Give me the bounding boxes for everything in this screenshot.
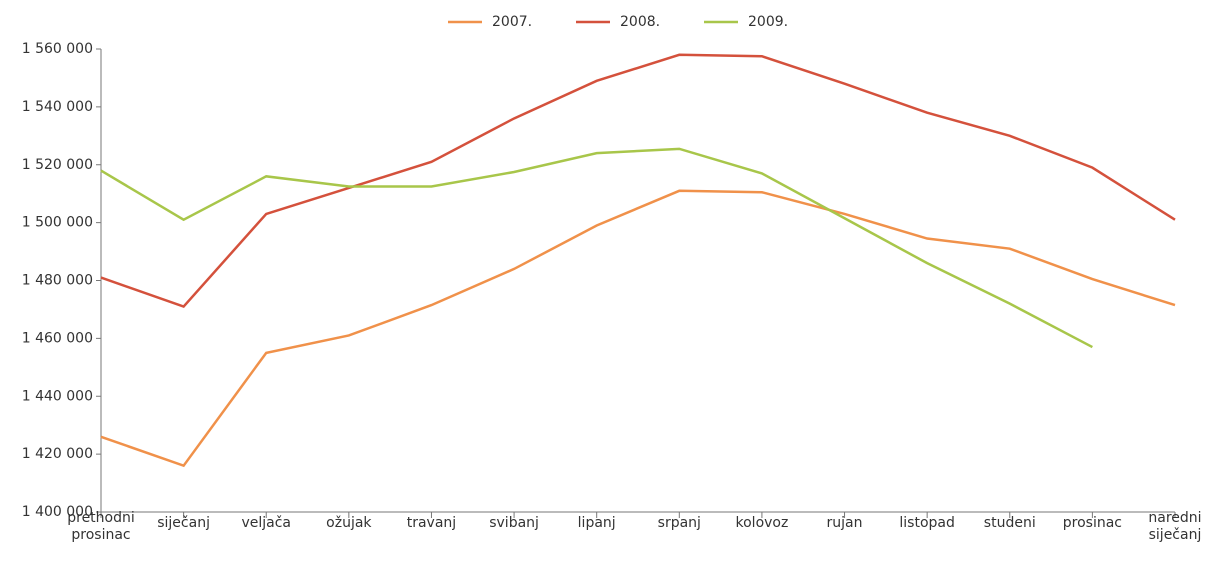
legend-label: 2008. (620, 14, 660, 30)
y-tick-label: 1 440 000 (22, 388, 93, 404)
x-tick-label: srpanj (658, 515, 701, 531)
y-tick-label: 1 400 000 (22, 504, 93, 520)
legend-label: 2009. (748, 14, 788, 30)
x-tick-label: travanj (407, 515, 456, 531)
series-line (100, 147, 1093, 349)
legend-label: 2007. (492, 14, 532, 30)
x-tick-label: lipanj (578, 515, 616, 531)
x-tick-label: kolovoz (736, 515, 789, 531)
x-tick-label: prethodni prosinac (67, 510, 135, 543)
y-tick-label: 1 560 000 (22, 41, 93, 57)
x-tick-label: siječanj (157, 515, 210, 531)
y-tick-label: 1 500 000 (22, 215, 93, 231)
x-tick-label: ožujak (326, 515, 372, 531)
y-tick-label: 1 480 000 (22, 273, 93, 289)
x-tick-label: naredni siječanj (1148, 510, 1201, 543)
x-tick-label: svibanj (489, 515, 539, 531)
y-tick-label: 1 520 000 (22, 157, 93, 173)
x-tick-label: listopad (899, 515, 954, 531)
series-line (100, 189, 1176, 468)
y-tick-label: 1 420 000 (22, 446, 93, 462)
x-tick-label: prosinac (1063, 515, 1122, 531)
y-tick-label: 1 460 000 (22, 330, 93, 346)
series-line (100, 53, 1176, 309)
x-tick-label: studeni (984, 515, 1036, 531)
x-tick-label: rujan (827, 515, 863, 531)
y-tick-label: 1 540 000 (22, 99, 93, 115)
x-tick-label: veljača (241, 515, 291, 531)
legend: 2007. 2008. 2009. (448, 14, 788, 30)
